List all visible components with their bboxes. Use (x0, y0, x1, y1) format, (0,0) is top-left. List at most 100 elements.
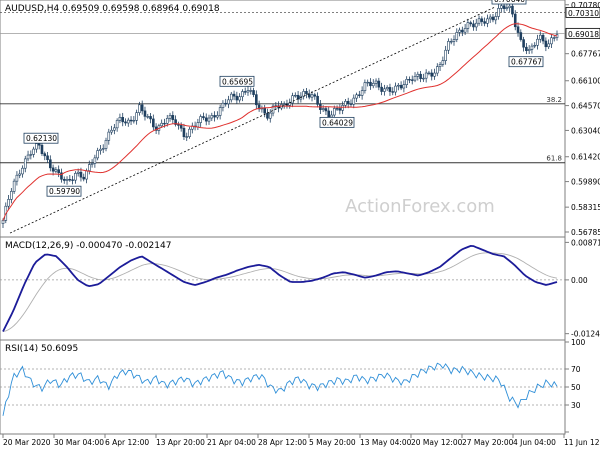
candle-body (204, 117, 208, 122)
price-annotation-label: 0.64029 (322, 118, 353, 127)
candle-body (419, 73, 422, 79)
candle-body (15, 174, 19, 182)
candle-body (138, 104, 141, 113)
candle-body (99, 148, 102, 151)
rsi-line (2, 362, 558, 416)
candle-body (513, 13, 517, 28)
candle-body (313, 94, 317, 97)
candle-body (168, 115, 172, 119)
price-tick-label: 0.58315 (571, 203, 600, 212)
rsi-tick-label: 30 (571, 401, 581, 410)
candle-body (461, 29, 464, 33)
candle-body (380, 86, 383, 92)
candle-body (76, 171, 80, 174)
candle-body (7, 199, 10, 207)
candle-body (140, 104, 144, 112)
candle-body (68, 179, 72, 181)
macd-layer (0, 244, 565, 332)
time-tick-label: 11 Jun 12:00 (564, 438, 600, 447)
candle-body (449, 41, 453, 43)
candle-body (369, 81, 372, 87)
price-annotation-box (319, 116, 355, 128)
candle-body (435, 66, 439, 74)
candle-body (505, 7, 509, 9)
candle-body (502, 5, 506, 9)
time-tick-label: 13 May 04:00 (360, 438, 412, 447)
candle-body (525, 46, 528, 51)
candle-body (547, 43, 550, 48)
current-price-box (565, 27, 600, 39)
candle-body (113, 127, 116, 131)
candle-body (288, 102, 292, 106)
macd-tick-label: 0.00 (571, 276, 588, 285)
price-tick-label: 0.64570 (571, 102, 600, 111)
candle-body (232, 93, 236, 97)
candle-body (335, 108, 339, 110)
candle-body (35, 143, 38, 150)
candle-body (500, 5, 503, 9)
time-tick-label: 21 Apr 04:00 (207, 438, 256, 447)
time-tick-label: 30 Mar 04:00 (54, 438, 104, 447)
candle-body (104, 140, 108, 149)
candle-body (241, 91, 244, 98)
candle-body (23, 158, 27, 169)
candle-body (447, 41, 450, 51)
candle-body (79, 171, 83, 178)
candle-body (149, 116, 152, 120)
candle-body (255, 94, 258, 106)
price-tick-label: 0.66100 (571, 77, 600, 86)
candle-body (391, 91, 395, 93)
resistance-price-box (565, 6, 600, 18)
candle-body (118, 117, 122, 121)
candle-body (229, 93, 233, 101)
candle-body (307, 93, 311, 98)
candle-body (408, 79, 411, 81)
rsi-axis: 100 70 50 30 (565, 338, 586, 433)
candle-body (271, 105, 275, 114)
candle-body (433, 72, 436, 77)
candle-body (363, 82, 367, 91)
candle-body (550, 37, 553, 45)
price-tick-label: 0.59890 (571, 178, 600, 187)
candle-body (62, 178, 66, 181)
candle-body (218, 107, 222, 116)
price-tick-label: 0.56785 (571, 228, 600, 237)
candle-body (533, 44, 537, 47)
candle-body (171, 115, 175, 120)
candle-body (246, 90, 250, 93)
price-annotation-label: 0.70640 (494, 0, 525, 4)
price-annotation-label: 0.65695 (222, 77, 253, 86)
candle-body (202, 116, 205, 119)
candle-body (263, 107, 266, 114)
candle-body (332, 108, 336, 116)
candle-body (12, 180, 16, 192)
candle-body (305, 91, 308, 95)
candle-body (444, 49, 447, 61)
candle-body (538, 34, 542, 40)
price-axis: 0.70780 0.67767 0.66100 0.64570 0.63040 0.614… (565, 1, 600, 237)
candle-body (522, 39, 525, 48)
candle-body (355, 94, 358, 99)
candle-body (143, 110, 147, 117)
candle-body (207, 117, 211, 122)
candle-body (216, 115, 219, 118)
candle-body (310, 94, 314, 98)
candle-body (227, 99, 230, 105)
candle-body (377, 80, 381, 88)
candle-body (294, 94, 297, 97)
candle-body (96, 150, 99, 159)
candle-body (213, 115, 216, 118)
candle-body (477, 18, 481, 24)
candle-body (349, 103, 353, 105)
candle-body (341, 105, 344, 111)
candle-body (65, 179, 69, 181)
candle-body (146, 116, 150, 118)
candle-body (10, 191, 13, 200)
candle-body (486, 18, 489, 24)
candle-body (302, 91, 305, 97)
candle-body (466, 22, 470, 29)
candle-body (474, 22, 478, 28)
candle-body (90, 163, 94, 165)
fib-level-label: 61.8 (546, 155, 562, 163)
